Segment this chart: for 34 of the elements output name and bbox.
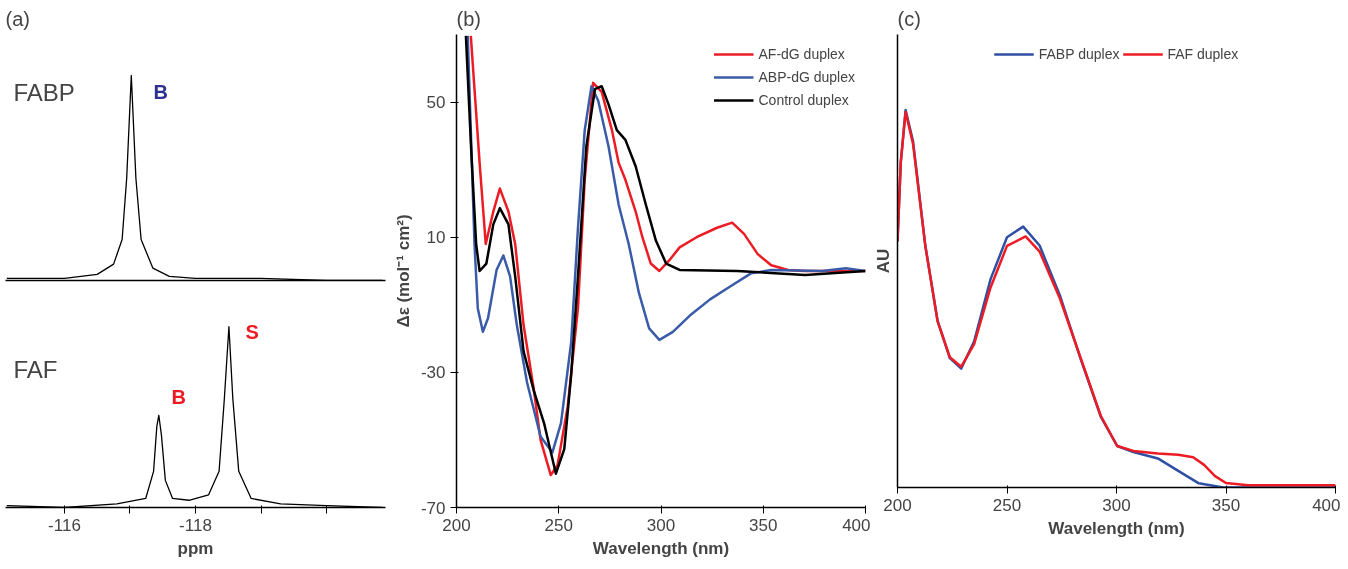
legend-label: ABP-dG duplex xyxy=(758,69,855,85)
x-tick-label: 200 xyxy=(442,515,471,535)
x-tick-label: -118 xyxy=(179,515,212,535)
x-axis-title: Wavelength (nm) xyxy=(592,538,730,558)
y-tick-label: 50 xyxy=(426,93,446,113)
text: FAF xyxy=(13,355,58,383)
x-tick-label: 300 xyxy=(1102,495,1131,515)
annotation: B xyxy=(171,385,186,408)
x-tick-label: 250 xyxy=(544,515,573,535)
x-tick-label: 350 xyxy=(749,515,778,535)
x-tick-label: 400 xyxy=(842,515,871,535)
y-tick-label: -30 xyxy=(420,363,446,383)
legend-label: FABP duplex xyxy=(1038,46,1120,62)
annotation: S xyxy=(245,320,259,343)
y-axis-title: Δε (mol⁻¹ cm²) xyxy=(393,214,413,328)
y-tick-label: -70 xyxy=(420,498,446,518)
x-tick-label: 200 xyxy=(883,495,912,515)
x-tick-label: 300 xyxy=(646,515,676,535)
x-tick-label: -116 xyxy=(48,515,81,535)
chart-title: (c) xyxy=(897,7,921,30)
legend-label: AF-dG duplex xyxy=(758,46,845,62)
y-tick-label: 10 xyxy=(426,228,446,248)
x-tick-label: 350 xyxy=(1211,495,1241,515)
x-axis-title: ppm xyxy=(177,538,214,558)
x-tick-label: 400 xyxy=(1312,495,1341,515)
x-axis-title: Wavelength (nm) xyxy=(1048,518,1185,538)
legend-label: FAF duplex xyxy=(1167,46,1239,62)
chart-title: (b) xyxy=(456,7,481,30)
chart-title: (a) xyxy=(5,7,30,30)
x-tick-label: 250 xyxy=(992,495,1022,515)
annotation: B xyxy=(153,80,168,103)
y-axis-title: AU xyxy=(873,248,893,274)
text: FABP xyxy=(13,78,75,106)
legend-label: Control duplex xyxy=(758,92,849,108)
